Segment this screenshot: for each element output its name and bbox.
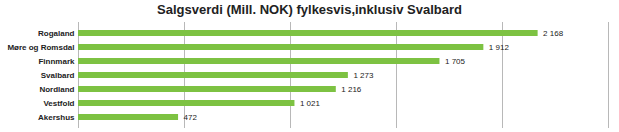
svg-text:1 273: 1 273 — [353, 71, 374, 80]
svg-text:Nordland: Nordland — [39, 85, 74, 94]
html-text:Salgsverdi (Mill. NOK) fylkesv: Salgsverdi (Mill. NOK) fylkesvis,inklusi… — [157, 2, 462, 17]
svg-text:Akershus: Akershus — [38, 113, 75, 122]
svg-text:2 168: 2 168 — [543, 29, 564, 38]
svg-text:1 705: 1 705 — [445, 57, 466, 66]
svg-text:1 912: 1 912 — [489, 43, 510, 52]
svg-text:1 216: 1 216 — [341, 85, 362, 94]
svg-text:Finnmark: Finnmark — [38, 57, 75, 66]
svg-text:Vestfold: Vestfold — [43, 99, 74, 108]
svg-text:Rogaland: Rogaland — [38, 29, 75, 38]
svg-text:Møre og Romsdal: Møre og Romsdal — [7, 43, 74, 52]
svg-text:472: 472 — [184, 113, 198, 122]
svg-text:1 021: 1 021 — [300, 99, 321, 108]
svg-text:Svalbard: Svalbard — [41, 71, 75, 80]
